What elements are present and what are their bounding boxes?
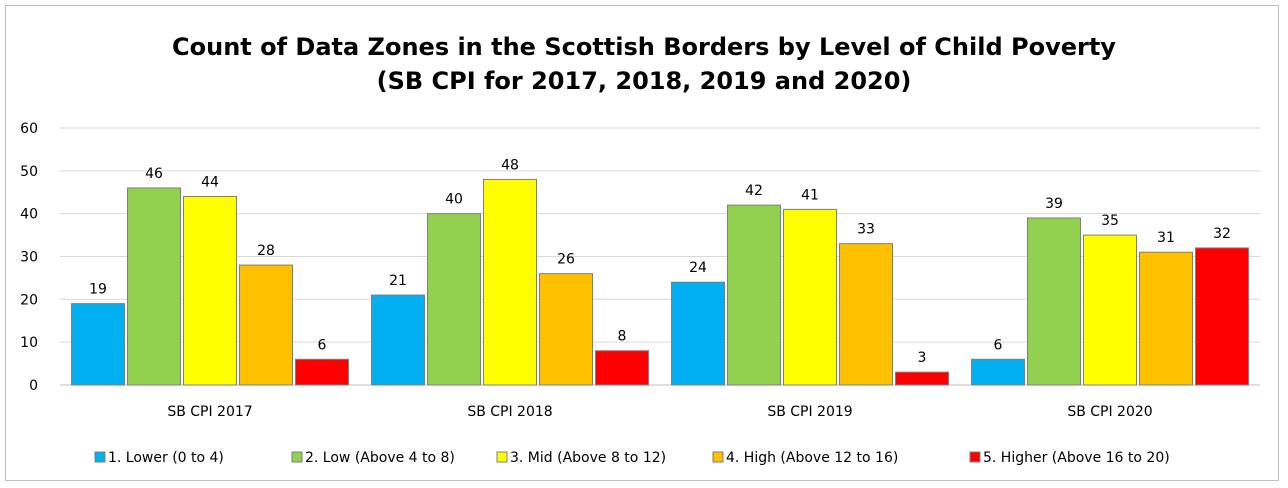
y-tick-label: 30 bbox=[20, 250, 38, 266]
data-label: 39 bbox=[1045, 196, 1063, 212]
data-label: 21 bbox=[389, 273, 407, 289]
y-tick-label: 50 bbox=[20, 164, 38, 180]
bar bbox=[427, 213, 481, 386]
legend-label: 1. Lower (0 to 4) bbox=[108, 450, 224, 466]
legend-swatch bbox=[496, 451, 508, 463]
bar bbox=[295, 358, 349, 386]
legend-label: 4. High (Above 12 to 16) bbox=[726, 450, 898, 466]
data-label: 44 bbox=[201, 175, 219, 191]
x-category-label: SB CPI 2018 bbox=[467, 404, 552, 420]
legend-swatch bbox=[94, 451, 106, 463]
bar bbox=[1195, 247, 1249, 386]
bar bbox=[239, 264, 293, 386]
legend-label: 2. Low (Above 4 to 8) bbox=[305, 450, 455, 466]
data-label: 33 bbox=[857, 222, 875, 238]
bar bbox=[971, 358, 1025, 386]
data-label: 6 bbox=[318, 337, 327, 353]
bar bbox=[539, 273, 593, 386]
data-label: 32 bbox=[1213, 226, 1231, 242]
data-label: 8 bbox=[618, 329, 627, 345]
data-label: 19 bbox=[89, 282, 107, 298]
y-tick-label: 20 bbox=[20, 292, 38, 308]
y-tick-label: 10 bbox=[20, 335, 38, 351]
bar bbox=[183, 196, 237, 386]
y-tick-label: 40 bbox=[20, 207, 38, 223]
legend-swatch bbox=[969, 451, 981, 463]
bar bbox=[595, 350, 649, 386]
legend-swatch bbox=[712, 451, 724, 463]
x-category-label: SB CPI 2020 bbox=[1067, 404, 1152, 420]
data-label: 24 bbox=[689, 260, 707, 276]
bar bbox=[1027, 217, 1081, 386]
legend-label: 5. Higher (Above 16 to 20) bbox=[983, 450, 1170, 466]
data-label: 46 bbox=[145, 166, 163, 182]
bar bbox=[783, 208, 837, 386]
chart-subtitle: (SB CPI for 2017, 2018, 2019 and 2020) bbox=[376, 67, 912, 95]
bar bbox=[839, 243, 893, 386]
x-category-label: SB CPI 2017 bbox=[167, 404, 252, 420]
data-label: 28 bbox=[257, 243, 275, 259]
data-label: 40 bbox=[445, 192, 463, 208]
legend-swatch bbox=[291, 451, 303, 463]
chart-title: Count of Data Zones in the Scottish Bord… bbox=[172, 33, 1116, 61]
data-label: 42 bbox=[745, 183, 763, 199]
bar bbox=[1083, 234, 1137, 386]
data-label: 48 bbox=[501, 157, 519, 173]
data-label: 35 bbox=[1101, 213, 1119, 229]
bar bbox=[127, 187, 181, 386]
bar bbox=[671, 281, 725, 386]
y-tick-label: 60 bbox=[20, 121, 38, 137]
x-category-label: SB CPI 2019 bbox=[767, 404, 852, 420]
data-label: 41 bbox=[801, 187, 819, 203]
data-label: 26 bbox=[557, 252, 575, 268]
chart-title-block: Count of Data Zones in the Scottish Bord… bbox=[0, 30, 1288, 98]
bar bbox=[895, 371, 949, 386]
bar bbox=[371, 294, 425, 386]
bar bbox=[727, 204, 781, 386]
bar bbox=[1139, 251, 1193, 386]
data-label: 31 bbox=[1157, 230, 1175, 246]
legend-label: 3. Mid (Above 8 to 12) bbox=[510, 450, 666, 466]
bar bbox=[483, 178, 537, 386]
bar bbox=[71, 303, 125, 386]
data-label: 3 bbox=[918, 350, 927, 366]
data-label: 6 bbox=[994, 337, 1003, 353]
y-tick-label: 0 bbox=[29, 378, 38, 394]
